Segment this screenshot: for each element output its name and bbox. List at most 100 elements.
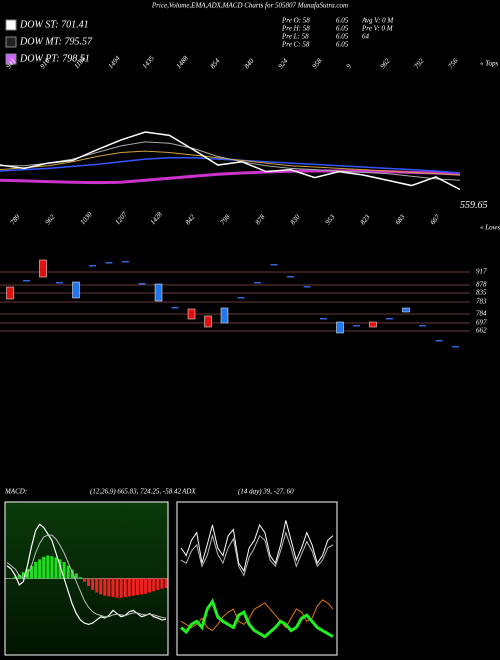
tops-label: « Tops: [480, 60, 499, 68]
macd-params: (12,26,9) 665.83, 724.25, -58.42: [90, 488, 181, 496]
histogram-bar: [46, 555, 50, 579]
price-line: [0, 131, 461, 191]
candle: [386, 318, 393, 320]
lows-label: « Lows: [480, 224, 500, 232]
low-label: 962: [44, 213, 57, 227]
histogram-bar: [127, 578, 131, 597]
histogram-bar: [91, 578, 95, 590]
info-text: Pre O: 58: [281, 17, 310, 25]
info-text: 6.05: [336, 33, 349, 41]
top-label: 1494: [107, 54, 122, 70]
low-label: 878: [254, 213, 267, 227]
candle: [287, 276, 294, 278]
histogram-bar: [115, 578, 119, 598]
candle: [369, 321, 377, 328]
histogram-bar: [139, 578, 144, 595]
level-label: 697: [476, 319, 487, 327]
histogram-bar: [152, 578, 156, 592]
histogram-bar: [38, 559, 42, 579]
histogram-bar: [99, 578, 103, 595]
histogram-bar: [135, 578, 139, 596]
candle: [171, 307, 179, 309]
price-line: [0, 157, 461, 174]
low-label: 1030: [79, 210, 94, 226]
info-text: 6.05: [336, 41, 349, 49]
adx-line: [180, 520, 334, 573]
low-label: 842: [184, 213, 197, 227]
info-text: Pre C: 58: [281, 41, 310, 49]
price-line: [0, 169, 461, 185]
candle: [452, 346, 459, 348]
histogram-bar: [78, 577, 82, 579]
histogram-bar: [164, 578, 168, 589]
low-label: 953: [324, 213, 337, 227]
histogram-bar: [29, 565, 34, 579]
adx-line: [180, 598, 334, 639]
candle: [320, 318, 327, 320]
info-text: Pre L: 58: [281, 33, 309, 41]
low-label: 823: [359, 213, 372, 227]
histogram-bar: [50, 556, 54, 579]
candle: [122, 261, 129, 263]
histogram-bar: [66, 565, 70, 579]
adx-params: (14 day) 39, -27, 60: [238, 488, 294, 496]
histogram-bar: [131, 578, 135, 596]
top-label: 1488: [175, 54, 190, 70]
top-label: 962: [379, 57, 392, 71]
histogram-bar: [148, 578, 152, 593]
info-text: 6.05: [336, 25, 349, 33]
candle: [6, 286, 14, 300]
legend-swatch: [5, 36, 17, 48]
adx-line: [180, 599, 334, 632]
histogram-bar: [95, 578, 99, 593]
top-label: 756: [447, 57, 460, 71]
level-label: 783: [476, 298, 487, 306]
candle: [23, 280, 30, 282]
legend-swatch: [5, 19, 17, 31]
top-label: 840: [243, 57, 256, 71]
histogram-bar: [111, 578, 115, 597]
histogram-bar: [144, 578, 148, 594]
legend-label: DOW ST: 701.41: [19, 19, 89, 30]
histogram-bar: [87, 578, 91, 587]
level-label: 784: [476, 310, 487, 318]
level-label: 917: [476, 268, 487, 276]
histogram-bar: [21, 572, 25, 579]
macd-line: [6, 523, 167, 626]
candle: [89, 265, 96, 267]
adx-line: [180, 530, 334, 577]
histogram-bar: [17, 574, 21, 579]
top-label: 1435: [141, 54, 156, 70]
top-label: 958: [311, 57, 324, 71]
histogram-bar: [13, 576, 17, 579]
histogram-bar: [42, 556, 46, 579]
info-text: Pre V: 0 M: [361, 25, 394, 33]
candle: [419, 325, 426, 327]
candle: [336, 321, 344, 334]
info-text: Pre H: 58: [281, 25, 310, 33]
candle: [105, 262, 113, 264]
histogram-bar: [103, 578, 107, 596]
low-label: 667: [429, 213, 442, 227]
level-label: 662: [476, 327, 487, 335]
histogram-bar: [62, 561, 66, 579]
candle: [204, 315, 212, 328]
legend-label: DOW MT: 795.57: [19, 36, 93, 47]
info-text: 64: [362, 33, 370, 41]
low-label: 1207: [114, 210, 129, 226]
histogram-bar: [156, 578, 160, 590]
candle: [39, 259, 47, 278]
histogram-bar: [82, 578, 86, 582]
candle: [154, 283, 163, 302]
info-text: Avg V: 0 M: [361, 17, 394, 25]
candle: [187, 308, 196, 320]
candle: [254, 282, 261, 284]
candle: [56, 282, 63, 284]
top-label: 9: [345, 62, 354, 70]
top-label: 924: [277, 57, 290, 71]
title: Price,Volume,EMA,ADX,MACD Charts for 505…: [151, 2, 348, 10]
top-label: 854: [209, 57, 222, 71]
histogram-bar: [123, 578, 127, 597]
candle: [220, 307, 229, 324]
low-label: 798: [219, 213, 232, 227]
